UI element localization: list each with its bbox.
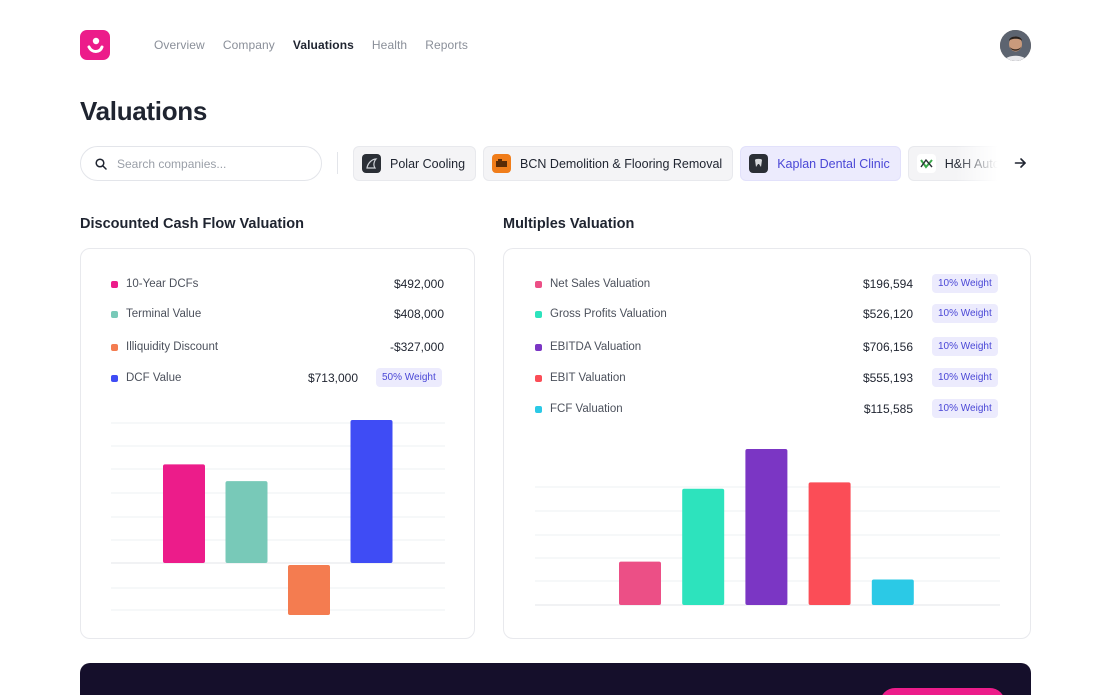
chart-bar [871, 579, 914, 605]
chips-fade [955, 146, 1005, 181]
arrow-right-icon[interactable] [1014, 157, 1027, 169]
search-icon [95, 158, 107, 170]
legend-label: Illiquidity Discount [126, 341, 219, 353]
legend-label: Gross Profits Valuation [550, 308, 667, 320]
polar-cooling-logo-icon [362, 154, 381, 173]
legend-label: Net Sales Valuation [550, 278, 651, 290]
legend-swatch [111, 280, 118, 288]
legend-value: $115,585 [863, 402, 913, 416]
weight-badge: 10% Weight [932, 337, 998, 356]
chart-bar [163, 464, 205, 563]
promo-banner [80, 663, 1031, 695]
legend-value: $526,120 [862, 307, 913, 321]
legend-label: EBITDA Valuation [550, 341, 642, 353]
hh-auto-logo-icon [916, 154, 936, 173]
nav-health[interactable]: Health [371, 38, 408, 52]
top-nav: Overview Company Valuations Health Repor… [154, 38, 486, 52]
nav-reports[interactable]: Reports [425, 38, 468, 52]
legend-value: $706,156 [862, 340, 913, 354]
company-chip-label: BCN Demolition & Flooring Removal [520, 156, 723, 171]
legend-swatch [111, 374, 118, 382]
dcf-legend-item: 10-Year DCFs [111, 276, 198, 292]
chart-bar [682, 488, 725, 605]
company-chips: Polar Cooling BCN Demolition & Flooring … [353, 146, 1005, 181]
chart-bar [808, 482, 851, 605]
legend-value: $713,000 [307, 371, 358, 385]
dcf-legend-item: Terminal Value [111, 306, 201, 322]
company-chip-label: Kaplan Dental Clinic [777, 156, 890, 171]
weight-badge: 50% Weight [376, 368, 442, 387]
legend-label: FCF Valuation [550, 403, 623, 415]
multiples-legend-item: EBIT Valuation [535, 370, 626, 386]
chart-bar [288, 565, 330, 615]
legend-swatch [111, 343, 118, 351]
legend-value: $408,000 [393, 307, 444, 321]
chart-bar [745, 449, 788, 605]
legend-value: $555,193 [862, 371, 913, 385]
legend-label: Terminal Value [126, 308, 202, 320]
page-title: Valuations [80, 96, 208, 126]
multiples-legend-item: FCF Valuation [535, 401, 623, 417]
legend-swatch [535, 405, 542, 413]
weight-badge: 10% Weight [932, 368, 998, 387]
legend-swatch [111, 310, 118, 318]
dcf-section-title: Discounted Cash Flow Valuation [80, 216, 304, 232]
legend-label: 10-Year DCFs [126, 278, 199, 290]
weight-badge: 10% Weight [932, 304, 998, 323]
legend-label: EBIT Valuation [550, 372, 626, 384]
legend-swatch [535, 310, 542, 318]
dcf-legend-item: DCF Value [111, 370, 181, 386]
nav-overview[interactable]: Overview [154, 38, 205, 52]
weight-badge: 10% Weight [932, 274, 998, 293]
multiples-legend-item: EBITDA Valuation [535, 339, 641, 355]
multiples-legend-item: Gross Profits Valuation [535, 306, 667, 322]
company-chip-label: Polar Cooling [390, 156, 466, 171]
chart-bar [619, 561, 661, 605]
nav-company[interactable]: Company [222, 38, 275, 52]
legend-swatch [535, 280, 542, 288]
multiples-section-title: Multiples Valuation [503, 216, 635, 232]
nav-valuations[interactable]: Valuations [292, 38, 354, 52]
multiples-bar-chart [535, 449, 1000, 606]
company-chip-bcn-demolition[interactable]: BCN Demolition & Flooring Removal [483, 146, 734, 181]
legend-value: $196,594 [862, 277, 913, 291]
company-chip-kaplan-dental[interactable]: Kaplan Dental Clinic [740, 146, 901, 181]
kaplan-dental-logo-icon [749, 154, 769, 173]
chart-bar [225, 481, 268, 563]
promo-banner-button[interactable] [880, 688, 1005, 695]
company-chip-polar-cooling[interactable]: Polar Cooling [353, 146, 477, 181]
dcf-legend-item: Illiquidity Discount [111, 339, 218, 355]
search-box[interactable] [80, 146, 322, 181]
legend-swatch [535, 374, 542, 382]
dcf-card [80, 248, 475, 639]
weight-badge: 10% Weight [932, 399, 998, 418]
legend-value: -$327,000 [389, 340, 444, 354]
user-avatar[interactable] [1000, 30, 1031, 61]
dcf-bar-chart [111, 420, 445, 615]
smile-logo-icon[interactable] [80, 30, 110, 60]
toolbar-divider [337, 152, 338, 174]
search-input[interactable] [117, 155, 312, 173]
legend-label: DCF Value [126, 372, 182, 384]
chart-bar [350, 420, 393, 563]
legend-value: $492,000 [393, 277, 444, 291]
legend-swatch [535, 343, 542, 351]
multiples-legend-item: Net Sales Valuation [535, 276, 650, 292]
bcn-logo-icon [492, 154, 512, 173]
